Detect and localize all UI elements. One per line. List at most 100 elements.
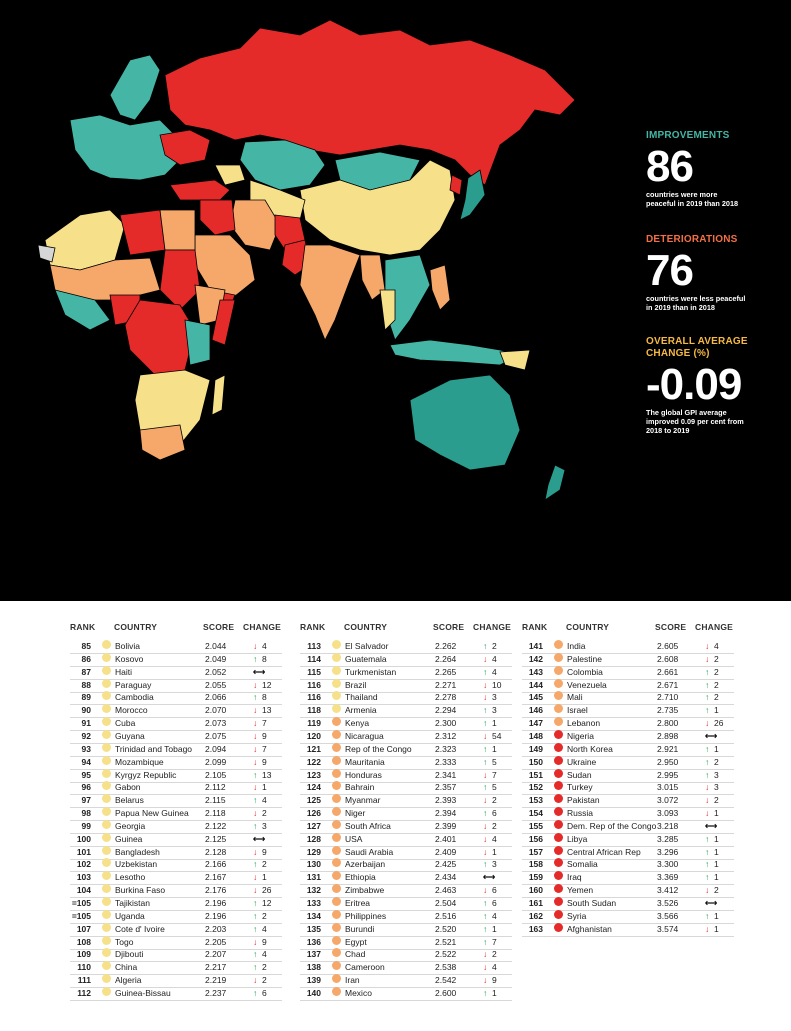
score-cell: 2.075 <box>205 730 227 741</box>
score-cell: 2.070 <box>205 705 227 716</box>
table-row: 132 Zimbabwe 2.463 ↓ 6 <box>300 884 512 899</box>
arrow-up-icon: ↑ <box>483 987 488 998</box>
change-cell: 10 <box>492 679 502 690</box>
arrow-down-icon: ↓ <box>483 692 488 703</box>
rank-cell: 145 <box>528 692 543 703</box>
rank-cell: 127 <box>306 820 321 831</box>
table-row: 156 Libya 3.285 ↑ 1 <box>522 832 734 847</box>
score-cell: 3.093 <box>657 808 679 819</box>
arrow-up-icon: ↑ <box>705 872 710 883</box>
header-rank: RANK <box>300 622 326 632</box>
score-cell: 3.285 <box>657 833 679 844</box>
peace-level-dot <box>332 807 341 817</box>
rank-cell: 100 <box>76 833 91 844</box>
score-cell: 2.219 <box>205 975 227 986</box>
change-cell: 1 <box>714 808 719 819</box>
score-cell: 2.357 <box>435 782 457 793</box>
table-row: 153 Pakistan 3.072 ↓ 2 <box>522 794 734 809</box>
peace-level-dot <box>102 922 111 932</box>
change-cell: 2 <box>262 910 267 921</box>
region-korea <box>449 174 463 196</box>
country-cell: Guatemala <box>345 653 387 664</box>
table-row: 124 Bahrain 2.357 ↑ 5 <box>300 781 512 796</box>
rank-cell: 122 <box>306 756 321 767</box>
table-row: 135 Burundi 2.520 ↑ 1 <box>300 922 512 937</box>
country-cell: Gabon <box>115 782 141 793</box>
change-cell: 3 <box>492 859 497 870</box>
table-row: 94 Mozambique 2.099 ↓ 9 <box>70 755 282 770</box>
score-cell: 2.463 <box>435 885 457 896</box>
score-cell: 2.950 <box>657 756 679 767</box>
header-country: COUNTRY <box>114 622 158 632</box>
country-cell: Rep of the Congo <box>345 743 412 754</box>
region-western-sahara <box>37 244 56 263</box>
arrow-down-icon: ↓ <box>483 885 488 896</box>
arrow-up-icon: ↑ <box>483 923 488 934</box>
rank-cell: 114 <box>307 653 321 664</box>
peace-level-dot <box>554 704 563 714</box>
region-australia <box>409 374 521 471</box>
peace-level-dot <box>102 961 111 971</box>
score-cell: 2.520 <box>435 923 457 934</box>
change-cell: 4 <box>492 653 497 664</box>
arrow-down-icon: ↓ <box>483 962 488 973</box>
table-row: 137 Chad 2.522 ↓ 2 <box>300 948 512 963</box>
arrow-down-icon: ↓ <box>705 653 710 664</box>
arrow-down-icon: ↓ <box>483 975 488 986</box>
table-row: 101 Bangladesh 2.128 ↓ 9 <box>70 845 282 860</box>
country-cell: Syria <box>567 910 587 921</box>
deteriorations-block: DETERIORATIONS 76 countries were less pe… <box>646 234 786 312</box>
arrow-down-icon: ↓ <box>253 718 258 729</box>
table-row: 142 Palestine 2.608 ↓ 2 <box>522 652 734 667</box>
arrow-down-icon: ↓ <box>253 936 258 947</box>
map-panel: IMPROVEMENTS 86 countries were more peac… <box>0 0 791 601</box>
country-cell: Colombia <box>567 666 603 677</box>
change-cell: 5 <box>492 782 497 793</box>
peace-level-dot <box>554 807 563 817</box>
change-cell: 1 <box>714 743 719 754</box>
arrow-up-icon: ↑ <box>483 936 488 947</box>
country-cell: Kenya <box>345 718 370 729</box>
score-cell: 3.218 <box>657 820 679 831</box>
change-cell: 6 <box>492 808 497 819</box>
change-cell: 2 <box>492 949 497 960</box>
peace-level-dot <box>554 768 563 778</box>
change-cell: 2 <box>262 975 267 986</box>
peace-level-dot <box>554 665 563 675</box>
table-row: 141 India 2.605 ↓ 4 <box>522 640 734 654</box>
score-cell: 2.522 <box>435 949 457 960</box>
score-cell: 2.333 <box>435 756 457 767</box>
score-cell: 2.393 <box>435 795 457 806</box>
arrow-down-icon: ↓ <box>483 769 488 780</box>
rank-cell: 159 <box>528 872 543 883</box>
rank-cell: 89 <box>81 692 91 703</box>
country-cell: Afghanistan <box>567 923 612 934</box>
arrow-up-icon: ↑ <box>483 718 488 729</box>
change-cell: 4 <box>714 641 719 651</box>
country-cell: Honduras <box>345 769 382 780</box>
country-cell: Mexico <box>345 987 372 998</box>
rank-cell: 150 <box>528 756 543 767</box>
region-egypt <box>159 209 196 251</box>
table-row: 88 Paraguay 2.055 ↓ 12 <box>70 678 282 693</box>
header-rank: RANK <box>70 622 96 632</box>
score-cell: 2.122 <box>205 820 227 831</box>
change-cell: 1 <box>492 846 497 857</box>
table-row: 98 Papua New Guinea 2.118 ↓ 2 <box>70 807 282 822</box>
rank-cell: 133 <box>306 898 321 908</box>
peace-level-dot <box>102 794 111 804</box>
score-cell: 2.504 <box>435 898 457 908</box>
change-cell: 13 <box>262 769 272 780</box>
score-cell: 2.237 <box>205 987 227 998</box>
rank-cell: =105 <box>71 910 91 921</box>
score-cell: 2.312 <box>435 730 457 741</box>
score-cell: 3.072 <box>657 795 679 806</box>
peace-level-dot <box>102 974 111 984</box>
average-number: -0.09 <box>646 360 742 409</box>
arrow-up-icon: ↑ <box>253 949 258 960</box>
change-cell: 12 <box>262 898 272 908</box>
peace-level-dot <box>554 897 563 906</box>
table-row: 147 Lebanon 2.800 ↓ 26 <box>522 717 734 732</box>
score-cell: 2.264 <box>435 653 457 664</box>
table-row: 163 Afghanistan 3.574 ↓ 1 <box>522 922 734 937</box>
